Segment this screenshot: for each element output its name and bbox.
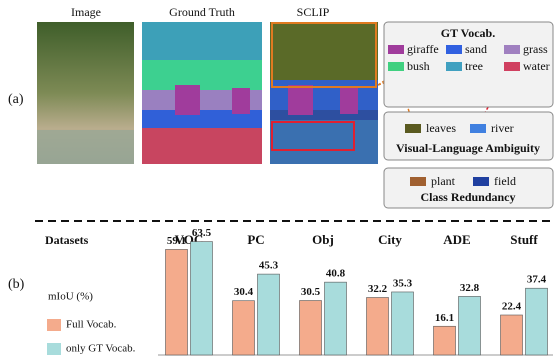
box-title: Visual-Language Ambiguity xyxy=(396,141,540,155)
gt-vocab-box xyxy=(383,21,554,108)
class-name: field xyxy=(494,174,516,188)
bar xyxy=(458,296,481,356)
value-label: 22.4 xyxy=(502,301,522,313)
ambiguity-box xyxy=(383,111,554,161)
class-name: sand xyxy=(465,42,487,56)
column-title: Image xyxy=(71,5,101,19)
bar xyxy=(525,287,548,356)
bar xyxy=(391,291,414,356)
dataset-label: City xyxy=(378,232,402,247)
value-label: 16.1 xyxy=(435,312,454,324)
legend-swatch xyxy=(47,319,61,331)
dataset-label: Obj xyxy=(312,232,334,247)
bar xyxy=(257,273,280,356)
value-label: 32.8 xyxy=(460,282,480,294)
class-name: plant xyxy=(431,174,456,188)
redundancy-box xyxy=(383,167,554,209)
swatches xyxy=(388,45,520,71)
header: Datasets xyxy=(45,233,89,247)
bar xyxy=(232,300,255,356)
class-name: giraffe xyxy=(407,42,439,56)
value-label: 63.5 xyxy=(192,227,212,239)
class-name: water xyxy=(523,59,550,73)
class-name: tree xyxy=(465,59,483,73)
class-name: river xyxy=(491,121,514,135)
column-title: Ground Truth xyxy=(169,5,235,19)
swatch xyxy=(473,177,489,186)
dataset-label: PC xyxy=(247,232,264,247)
bar xyxy=(366,297,389,356)
y-axis-label: mIoU (%) xyxy=(48,291,93,303)
bar xyxy=(324,281,347,356)
value-label: 35.3 xyxy=(393,277,413,289)
swatch xyxy=(405,124,421,133)
ground-truth-map xyxy=(142,22,262,164)
bar xyxy=(500,314,523,356)
panel-label: (b) xyxy=(8,277,25,292)
legend-label: only GT Vocab. xyxy=(66,343,136,355)
value-label: 32.2 xyxy=(368,283,388,295)
sclip-map xyxy=(270,22,378,164)
bar xyxy=(299,300,322,356)
legend-swatch xyxy=(47,343,61,355)
panel-label: (a) xyxy=(8,92,24,107)
swatch xyxy=(470,124,486,133)
dataset-label: ADE xyxy=(443,232,470,247)
bar xyxy=(165,249,188,356)
bar xyxy=(433,325,456,356)
value-label: 30.5 xyxy=(301,286,321,298)
photo-water xyxy=(37,130,134,164)
class-name: bush xyxy=(407,59,430,73)
class-name: leaves xyxy=(426,121,456,135)
swatch xyxy=(410,177,426,186)
value-label: 30.4 xyxy=(234,286,254,298)
box-title: Class Redundancy xyxy=(420,190,515,204)
box-title: GT Vocab. xyxy=(441,26,495,40)
value-label: 45.3 xyxy=(259,260,279,272)
value-label: 37.4 xyxy=(527,274,547,286)
value-label: 59.1 xyxy=(167,235,186,247)
dataset-label: Stuff xyxy=(510,232,538,247)
column-title: SCLIP xyxy=(297,5,330,19)
legend-label: Full Vocab. xyxy=(66,319,117,331)
bar xyxy=(190,241,213,356)
class-name: grass xyxy=(523,42,548,56)
value-label: 40.8 xyxy=(326,268,346,280)
